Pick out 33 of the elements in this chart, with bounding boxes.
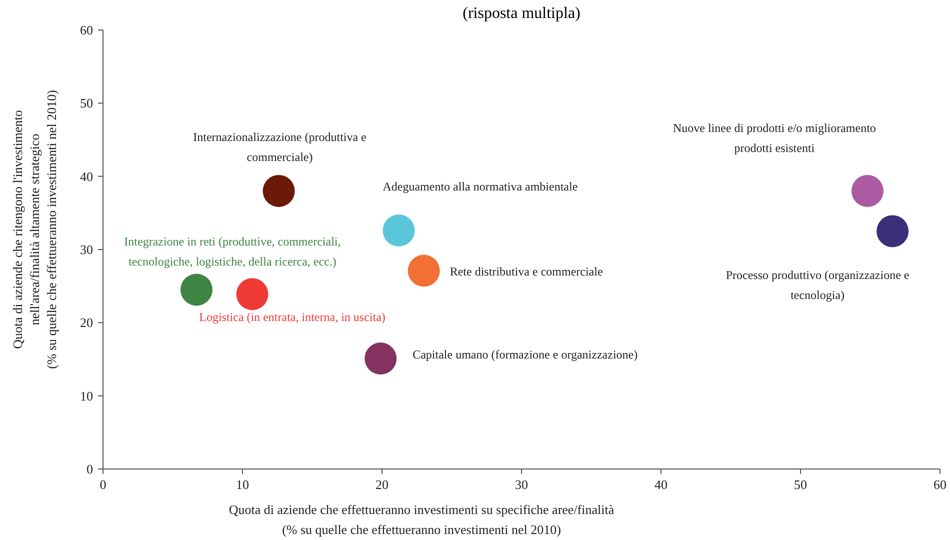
y-tick-label: 50	[80, 96, 93, 111]
series-label: Rete distributiva e commerciale	[450, 264, 603, 279]
y-tick-label: 40	[80, 168, 93, 184]
x-tick-label: 40	[654, 477, 668, 492]
chart-title: (risposta multipla)	[462, 5, 580, 22]
text: Logistica (in entrata, interna, in uscita)	[199, 310, 386, 324]
y-tick-label: 30	[80, 242, 93, 257]
x-tick-label: 60	[934, 477, 946, 492]
point	[262, 175, 295, 207]
y-axis-title: Quota di aziende che ritengono l'investimento nell'area/finalità altamente strategico (% su quelle che effettueranno investimenti nel 2010)	[10, 90, 59, 369]
point	[851, 175, 884, 207]
point	[180, 274, 212, 306]
point	[876, 215, 909, 248]
point	[408, 254, 440, 287]
y-tick-label: 0	[86, 462, 93, 476]
x-axis-title: Quota di aziende che effettueranno investimenti su specifiche aree/finalità (% su quelle che effettueranno investimenti nel 2010)	[228, 502, 614, 537]
text: Integrazione in reti (produttive, commerciali, tecnologiche, logistiche, della ricerca, ecc.)	[124, 234, 341, 269]
point	[236, 278, 268, 310]
text: Processo produttivo (organizzazione e tecnologia)	[726, 268, 910, 302]
y-tick-label: 10	[80, 388, 93, 404]
series-label: Nuove linee di prodotti e/o miglioramento prodotti esistenti	[672, 120, 876, 155]
text: Adeguamento alla normativa ambientale	[382, 179, 578, 194]
x-tick-label: 0	[100, 477, 106, 492]
y-tick-label: 20	[80, 315, 93, 330]
x-tick-label: 10	[236, 477, 249, 492]
point	[364, 342, 397, 374]
x-tick-label: 20	[376, 477, 388, 492]
point	[382, 214, 415, 246]
text: Internazionalizzazione (produttiva e commerciale)	[193, 130, 366, 164]
x-tick-label: 30	[515, 477, 528, 492]
y-tick-label: 60	[80, 22, 93, 38]
series-label: Capitale umano (formazione e organizzazione)	[412, 348, 638, 362]
x-tick-label: 50	[794, 477, 807, 492]
